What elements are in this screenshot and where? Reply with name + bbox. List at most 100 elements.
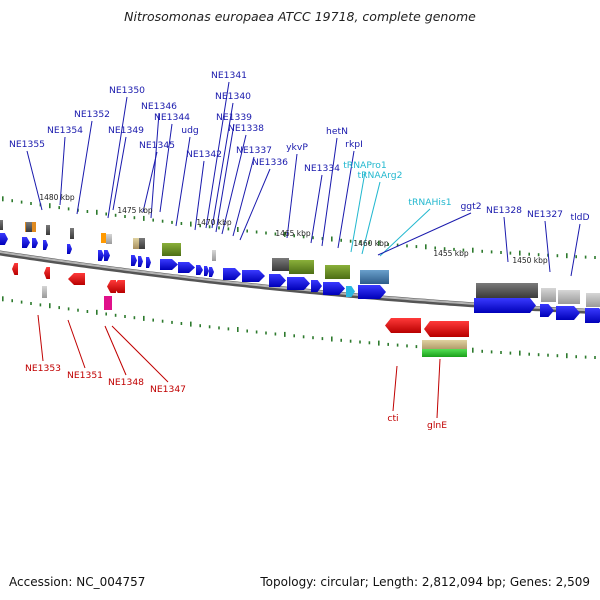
feature-block	[0, 220, 3, 230]
label-line	[310, 174, 323, 244]
forward-gene	[131, 255, 137, 266]
label-lines	[26, 81, 581, 419]
tick-inner	[161, 319, 164, 323]
tick-outer	[237, 227, 239, 232]
top-gene-label: NE1345	[139, 140, 175, 151]
top-gene-label: NE1352	[74, 109, 110, 120]
tick-inner	[321, 337, 324, 341]
tick-outer	[462, 248, 465, 252]
forward-gene	[178, 262, 195, 273]
label-line	[59, 136, 66, 206]
forward-gene	[98, 250, 104, 261]
tick-inner	[77, 308, 79, 312]
tick-inner	[547, 353, 549, 357]
tick-inner	[30, 302, 32, 305]
tick-outer	[340, 238, 342, 242]
tick-outer	[152, 218, 154, 222]
gene-labels: NE1355NE1354NE1352NE1350NE1349NE1346NE13…	[9, 70, 590, 431]
tick-inner	[368, 341, 371, 345]
tick-inner	[20, 300, 23, 304]
feature-block	[541, 288, 556, 302]
forward-gene	[104, 250, 110, 261]
tick-inner	[152, 318, 154, 322]
feature-block	[325, 265, 350, 279]
tick-outer	[265, 231, 267, 235]
tick-inner	[556, 354, 559, 358]
tick-inner	[105, 312, 107, 316]
feature-block	[558, 290, 580, 304]
top-gene-label: ggt2	[460, 201, 481, 212]
tick-inner	[396, 343, 399, 347]
tick-outer	[133, 216, 136, 220]
tick-inner	[58, 306, 60, 310]
tick-outer	[500, 251, 502, 254]
feature-block	[133, 238, 139, 249]
top-gene-label: rkpI	[345, 139, 363, 150]
reverse-gene	[424, 321, 469, 337]
tick-inner	[331, 336, 333, 342]
forward-gene	[585, 308, 600, 323]
tick-inner	[237, 327, 239, 332]
feature-block	[422, 349, 467, 357]
top-gene-label: NE1327	[527, 209, 563, 220]
forward-gene	[32, 238, 38, 248]
tick-outer	[415, 245, 418, 249]
forward-gene	[223, 268, 241, 280]
label-line	[286, 153, 298, 239]
tick-inner	[255, 330, 258, 334]
feature-block	[42, 286, 47, 298]
tick-outer	[528, 252, 530, 256]
tick-outer	[575, 255, 577, 259]
tick-inner	[114, 313, 117, 317]
label-line	[150, 112, 160, 219]
tick-inner	[490, 350, 493, 354]
tick-outer	[11, 199, 13, 203]
label-line	[104, 325, 127, 376]
tick-outer	[406, 244, 408, 248]
label-line	[239, 168, 271, 241]
feature-block	[162, 243, 181, 256]
label-line	[194, 160, 205, 231]
tick-inner	[49, 303, 51, 309]
tick-outer	[378, 240, 380, 246]
tick-inner	[96, 309, 98, 315]
top-gene-label: NE1349	[108, 125, 144, 136]
feature-block	[476, 283, 538, 298]
top-gene-label: tRNAPro1	[343, 160, 387, 171]
tick-outer	[274, 232, 277, 236]
map-title: Nitrosomonas europaea ATCC 19718, comple…	[124, 9, 476, 24]
label-line	[337, 150, 355, 249]
tick-outer	[434, 246, 436, 250]
top-gene-label: NE1339	[216, 112, 252, 123]
top-gene-label: tRNAHis1	[408, 197, 451, 208]
reverse-gene	[113, 280, 125, 293]
tick-outer	[105, 212, 107, 216]
label-line	[361, 181, 381, 255]
forward-gene	[146, 257, 151, 268]
label-line	[175, 136, 191, 227]
tick-inner	[227, 327, 230, 331]
tick-outer	[331, 236, 333, 242]
tick-inner	[594, 356, 596, 359]
tick-inner	[415, 345, 418, 349]
top-gene-label: tldD	[570, 212, 589, 223]
tick-inner	[378, 340, 380, 346]
tick-inner	[171, 320, 173, 324]
tick-outer	[2, 196, 4, 202]
tick-outer	[67, 207, 70, 211]
tick-outer	[86, 210, 89, 213]
top-gene-label: NE1336	[252, 157, 288, 168]
tick-outer	[321, 237, 324, 241]
tick-inner	[190, 321, 192, 327]
tick-inner	[387, 342, 389, 346]
tick-outer	[368, 241, 371, 245]
forward-gene	[67, 244, 72, 254]
tick-inner	[208, 325, 211, 329]
tick-outer	[312, 236, 314, 240]
tick-outer	[556, 254, 559, 258]
top-gene-label: NE1340	[215, 91, 251, 102]
bottom-gene-label: NE1351	[67, 370, 103, 381]
feature-block	[104, 296, 112, 310]
tick-inner	[86, 310, 89, 313]
tick-outer	[255, 230, 258, 234]
